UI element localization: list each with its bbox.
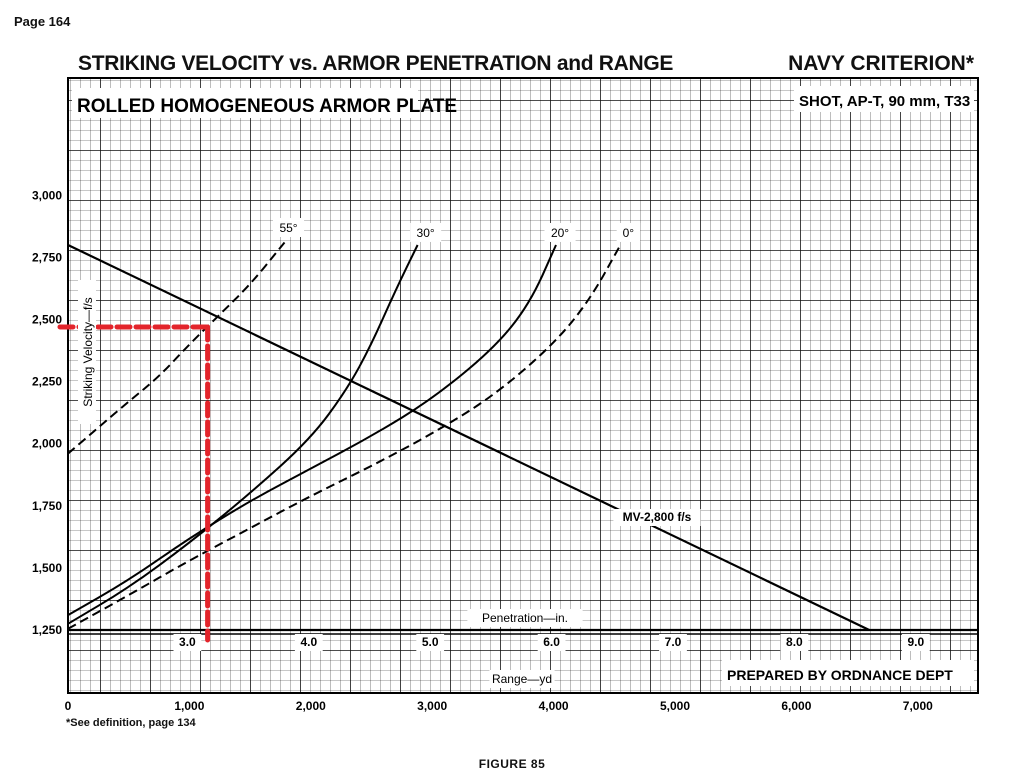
penetration-tick-label-group: 8.0 [780, 634, 809, 651]
range-tick-label: 1,000 [174, 699, 204, 713]
penetration-tick-label: 3.0 [179, 635, 196, 649]
y-axis-label-group: Striking Velocity—f/s [78, 280, 96, 424]
chart-title: STRIKING VELOCITY vs. ARMOR PENETRATION … [78, 52, 674, 75]
y-tick-label: 2,500 [32, 313, 62, 327]
curve-label-30deg-group: 30° [410, 222, 442, 242]
penetration-tick-label: 4.0 [300, 635, 317, 649]
penetration-tick-label-group: 3.0 [173, 634, 202, 651]
plot-border [67, 77, 979, 694]
range-axis-label: Range—yd [492, 672, 552, 686]
penetration-tick-label: 6.0 [543, 635, 560, 649]
range-tick-label: 7,000 [903, 699, 933, 713]
curve-label-55deg-group: 55° [272, 218, 305, 238]
velocity-line-label-group: MV-2,800 f/s [613, 509, 701, 526]
penetration-tick-label: 8.0 [786, 635, 803, 649]
prepared-by-label: PREPARED BY ORDNANCE DEPT [727, 667, 953, 683]
y-axis-label-bg [78, 280, 96, 424]
penetration-tick-label: 5.0 [422, 635, 439, 649]
penetration-tick-label: 7.0 [665, 635, 682, 649]
velocity-range-line [67, 243, 870, 631]
penetration-curve-55deg [67, 239, 288, 455]
curve-label-55deg-bg [272, 218, 305, 238]
y-axis-label: Striking Velocity—f/s [81, 297, 95, 406]
curve-label-20deg-bg [544, 222, 576, 242]
penetration-curve-20deg [67, 244, 557, 616]
projectile-label-bg [794, 86, 974, 112]
penetration-tick-label-bg [780, 634, 809, 651]
penetration-tick-label-bg [294, 634, 323, 651]
range-tick-label: 3,000 [417, 699, 447, 713]
plate-label: ROLLED HOMOGENEOUS ARMOR PLATE [77, 96, 457, 117]
projectile-label-box: SHOT, AP-T, 90 mm, T33 [794, 86, 974, 112]
penetration-tick-label-bg [416, 634, 445, 651]
velocity-line-label-bg [613, 509, 701, 526]
penetration-axis-label: Penetration—in. [482, 611, 568, 625]
range-tick-label: 2,000 [296, 699, 326, 713]
penetration-tick-label-bg [173, 634, 202, 651]
grid-coarse [68, 78, 978, 693]
penetration-curve-0deg [67, 244, 622, 630]
penetration-tick-label-group: 7.0 [659, 634, 687, 651]
projectile-label: SHOT, AP-T, 90 mm, T33 [799, 93, 970, 110]
range-tick-label: 6,000 [781, 699, 811, 713]
curve-label-0deg-bg [616, 222, 641, 242]
plate-label-bg [72, 88, 418, 118]
curve-label-0deg-group: 0° [616, 222, 641, 242]
prepared-by-label-bg [722, 660, 974, 686]
curve-label-0deg: 0° [623, 226, 635, 240]
figure-label: FIGURE 85 [478, 757, 546, 771]
penetration-axis-label-group: Penetration—in. [467, 609, 583, 627]
penetration-tick-label-group: 6.0 [537, 634, 566, 651]
y-tick-label: 1,750 [32, 499, 62, 513]
penetration-tick-label-bg [537, 634, 566, 651]
penetration-tick-label-bg [901, 634, 930, 651]
curve-label-30deg-bg [410, 222, 442, 242]
plate-label-box: ROLLED HOMOGENEOUS ARMOR PLATE [72, 88, 457, 118]
range-tick-label: 0 [65, 699, 72, 713]
y-tick-label: 1,250 [32, 623, 62, 637]
curve-label-20deg: 20° [551, 226, 569, 240]
penetration-tick-label: 9.0 [907, 635, 924, 649]
penetration-tick-label-group: 4.0 [294, 634, 323, 651]
range-axis-label-group: Range—yd [489, 670, 555, 688]
range-tick-label: 5,000 [660, 699, 690, 713]
prepared-by-label-box: PREPARED BY ORDNANCE DEPT [722, 660, 974, 686]
page-number: Page 164 [14, 14, 71, 29]
curve-label-20deg-group: 20° [544, 222, 576, 242]
penetration-axis-label-bg [467, 609, 583, 627]
penetration-tick-label-group: 5.0 [416, 634, 445, 651]
penetration-tick-label-bg [659, 634, 687, 651]
range-tick-label: 4,000 [539, 699, 569, 713]
curve-label-55deg: 55° [279, 221, 297, 235]
penetration-curve-30deg [67, 244, 419, 625]
penetration-tick-label-group: 9.0 [901, 634, 930, 651]
criterion-label: NAVY CRITERION* [788, 52, 974, 75]
y-tick-label: 3,000 [32, 188, 62, 202]
y-tick-label: 1,500 [32, 561, 62, 575]
range-axis-label-bg [489, 670, 555, 688]
y-tick-label: 2,250 [32, 375, 62, 389]
y-tick-label: 2,750 [32, 250, 62, 264]
grid [67, 77, 979, 694]
velocity-line-label: MV-2,800 f/s [623, 510, 692, 524]
y-tick-label: 2,000 [32, 437, 62, 451]
footnote: *See definition, page 134 [66, 717, 196, 729]
curve-label-30deg: 30° [417, 226, 435, 240]
